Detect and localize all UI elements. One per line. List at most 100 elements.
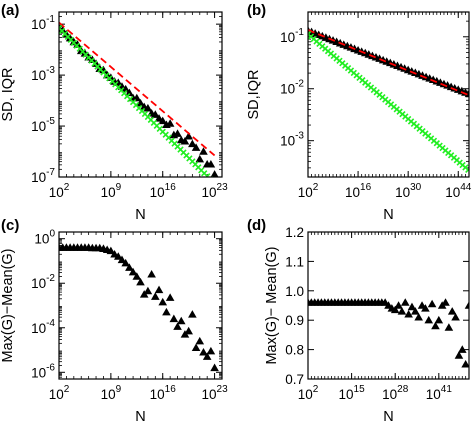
panel-b: (b) 102 1016 1030 1044 10-1 10-2 10-3 N SD,IQR <box>246 2 472 223</box>
x-tick-label: 1016 <box>150 384 177 402</box>
data-point-triangle <box>431 321 440 330</box>
data-point-triangle <box>404 310 413 318</box>
data-point-triangle <box>394 301 403 309</box>
y-tick-label: 10-5 <box>31 116 55 134</box>
x-tick-label: 109 <box>101 182 122 200</box>
panel-c-plot: 102 109 1016 1023 100 10-2 10-4 10-6 N Max(G)−Mea… <box>0 229 228 425</box>
data-point-triangle <box>180 137 190 145</box>
data-point-triangle <box>191 343 201 352</box>
data-point-triangle <box>154 285 164 294</box>
fit-line-red-dashed <box>59 21 216 157</box>
data-point-triangle <box>397 307 407 315</box>
x-axis-label: N <box>383 207 393 223</box>
series-layer <box>59 243 219 372</box>
data-point-triangle <box>411 307 420 315</box>
data-point-triangle <box>434 315 444 324</box>
data-point-triangle <box>125 263 134 271</box>
x-tick-label: 1015 <box>339 384 366 402</box>
y-tick-label: 0.7 <box>285 372 304 387</box>
panel-d: (d) 102 1015 1028 1041 0.7 0.8 0.9 1.0 1.1 1.2 N Ma… <box>247 217 470 425</box>
data-point-triangle <box>447 307 457 315</box>
data-point-triangle <box>173 129 182 137</box>
x-tick-label: 102 <box>49 384 70 402</box>
data-point-triangle <box>188 310 197 318</box>
panel-c: (c) 102 109 1016 1023 100 10-2 10-4 10-6 N Max(G)… <box>0 217 228 425</box>
data-point-triangle <box>113 252 123 260</box>
plot-frame <box>58 231 223 380</box>
data-point-triangle <box>151 110 160 118</box>
x-axis-label: N <box>135 207 145 223</box>
data-point-triangle <box>117 255 127 264</box>
data-point-triangle <box>165 119 175 127</box>
data-point-triangle <box>407 302 417 311</box>
y-tick-label: 1.0 <box>285 284 304 299</box>
data-point-triangle <box>173 322 182 330</box>
plot-frame <box>307 231 470 380</box>
data-point-triangle <box>176 316 186 325</box>
y-axis-label: Max(G)−Mean(G) <box>0 248 16 362</box>
series-layer <box>59 21 219 185</box>
data-point-x <box>204 173 211 177</box>
data-point-triangle <box>441 298 450 306</box>
y-axis-label: SD,IQR <box>246 70 262 120</box>
data-point-triangle <box>147 270 156 278</box>
y-tick-label: 10-2 <box>31 273 55 291</box>
data-point-triangle <box>158 116 168 125</box>
data-point-triangle <box>132 93 142 102</box>
y-tick-label: 100 <box>34 229 55 247</box>
x-tick-label: 1030 <box>395 182 422 200</box>
data-point-triangle <box>191 143 201 151</box>
data-point-x <box>465 166 469 174</box>
panel-d-plot: 102 1015 1028 1041 0.7 0.8 0.9 1.0 1.1 1.2 N Max(G)… <box>264 225 470 425</box>
data-point-x <box>211 180 216 185</box>
data-point-triangle <box>451 312 460 321</box>
plot-frame <box>58 11 223 178</box>
x-axis-label: N <box>383 409 393 425</box>
data-point-triangle <box>199 147 208 155</box>
data-point-triangle <box>427 299 437 308</box>
data-point-triangle <box>169 314 179 323</box>
data-point-triangle <box>121 84 130 93</box>
y-tick-label: 10-3 <box>280 131 304 149</box>
data-point-triangle <box>199 347 208 356</box>
data-point-triangle <box>143 286 153 295</box>
data-point-triangle <box>158 297 168 306</box>
x-tick-label: 102 <box>298 384 319 402</box>
panel-d-letter: (d) <box>247 217 266 234</box>
panel-b-plot: 102 1016 1030 1044 10-1 10-2 10-3 N SD,IQR <box>246 11 472 223</box>
y-tick-label: 10-3 <box>31 65 55 83</box>
y-axis-label: SD, IQR <box>0 68 16 122</box>
x-tick-label: 1028 <box>382 384 409 402</box>
panel-b-letter: (b) <box>247 2 266 19</box>
x-tick-label: 1041 <box>426 384 453 402</box>
data-point-triangle <box>125 88 134 97</box>
x-tick-label: 102 <box>298 182 319 200</box>
data-point-triangle <box>202 352 212 360</box>
data-point-triangle <box>121 258 130 267</box>
series-layer <box>308 26 469 174</box>
y-tick-label: 0.8 <box>285 343 304 358</box>
data-point-triangle <box>421 304 430 312</box>
data-point-triangle <box>210 170 219 177</box>
y-tick-label: 10-1 <box>31 14 55 32</box>
data-point-triangle <box>461 360 469 368</box>
data-point-triangle <box>210 363 219 372</box>
data-point-triangle <box>206 159 216 168</box>
panel-a-letter: (a) <box>1 2 19 19</box>
data-point-triangle <box>424 315 434 324</box>
data-point-triangle <box>464 89 469 98</box>
data-point-triangle <box>195 336 205 345</box>
y-tick-label: 10-7 <box>31 167 55 185</box>
y-tick-label: 1.1 <box>285 254 304 269</box>
data-point-triangle <box>128 267 138 276</box>
x-axis-label: N <box>135 409 145 425</box>
y-axis-label: Max(G)− Mean(G) <box>264 246 280 364</box>
fit-line-red-dashed <box>308 29 469 97</box>
data-point-triangle <box>132 272 142 280</box>
y-tick-label: 10-4 <box>31 318 55 336</box>
y-tick-label: 10-2 <box>280 79 304 97</box>
data-point-triangle <box>457 345 467 353</box>
data-point-triangle <box>414 312 423 321</box>
data-point-triangle <box>390 305 400 314</box>
